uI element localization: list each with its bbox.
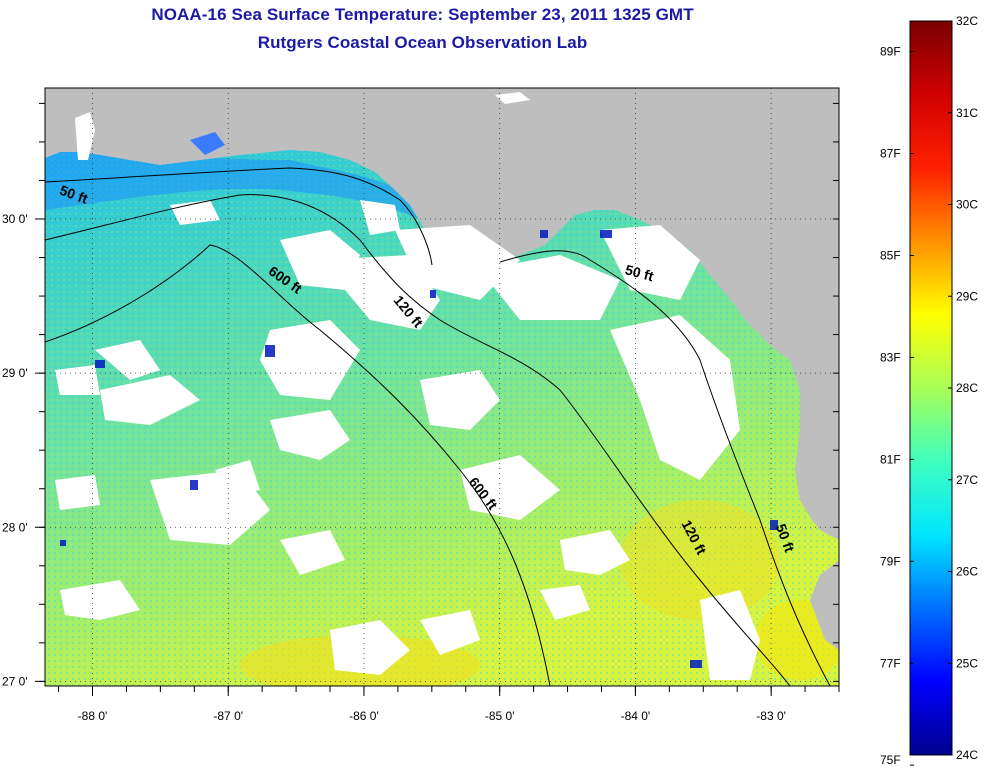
map-frame xyxy=(44,87,840,687)
longitude-axis: -88 0' -87 0' -86 0' -85 0' -84 0' -83 0' xyxy=(58,686,840,723)
latitude-axis: 30 0' 29 0' 28 0' 27 0' xyxy=(2,102,839,688)
colorbar-f-label: 83F xyxy=(880,350,901,364)
land-mass xyxy=(45,88,839,540)
lat-tick-label: 28 0' xyxy=(2,520,28,534)
lon-tick-label: -83 0' xyxy=(756,709,786,723)
colorbar-fahrenheit-labels: 89F 87F 85F 83F 81F 79F 77F 75F xyxy=(880,45,914,767)
map-title: NOAA-16 Sea Surface Temperature: Septemb… xyxy=(151,5,694,24)
isobath-label: 50 ft xyxy=(623,261,655,284)
isobath-lines xyxy=(45,167,831,686)
temperature-colorbar: 32C 31C 30C 29C 28C 27C 26C 25C 24C 89F 87F 85F 83F… xyxy=(880,14,978,767)
isobath-50ft-east xyxy=(499,250,831,686)
colorbar-f-label: 81F xyxy=(880,452,901,466)
colorbar-c-label: 24C xyxy=(956,748,978,762)
isobath-50ft-west xyxy=(45,167,433,266)
colorbar-c-label: 28C xyxy=(956,381,978,395)
isobath-120ft-west xyxy=(45,194,791,686)
lat-tick-label: 30 0' xyxy=(2,212,28,226)
colorbar-f-label: 79F xyxy=(880,554,901,568)
colorbar-c-label: 31C xyxy=(956,106,978,120)
lon-tick-label: -84 0' xyxy=(621,709,651,723)
colorbar-f-label: 75F xyxy=(880,753,901,767)
colorbar-gradient xyxy=(909,20,953,756)
colorbar-f-label: 85F xyxy=(880,248,901,262)
cloud-mask xyxy=(55,200,760,680)
lat-tick-label: 29 0' xyxy=(2,366,28,380)
colorbar-f-label: 77F xyxy=(880,656,901,670)
map-subtitle: Rutgers Coastal Ocean Observation Lab xyxy=(257,33,588,52)
lon-tick-label: -88 0' xyxy=(78,709,108,723)
colorbar-f-label: 89F xyxy=(880,45,901,59)
colorbar-f-label: 87F xyxy=(880,147,901,161)
lat-tick-label: 27 0' xyxy=(2,674,28,688)
lon-tick-label: -87 0' xyxy=(213,709,243,723)
colorbar-c-label: 27C xyxy=(956,473,978,487)
colorbar-c-label: 25C xyxy=(956,656,978,670)
lon-tick-label: -86 0' xyxy=(349,709,379,723)
isobath-600ft xyxy=(45,244,551,686)
colorbar-celsius-labels: 32C 31C 30C 29C 28C 27C 26C 25C 24C xyxy=(948,14,978,762)
colorbar-c-label: 26C xyxy=(956,565,978,579)
colorbar-c-label: 30C xyxy=(956,198,978,212)
lon-tick-label: -85 0' xyxy=(485,709,515,723)
colorbar-c-label: 32C xyxy=(956,14,978,28)
colorbar-c-label: 29C xyxy=(956,289,978,303)
